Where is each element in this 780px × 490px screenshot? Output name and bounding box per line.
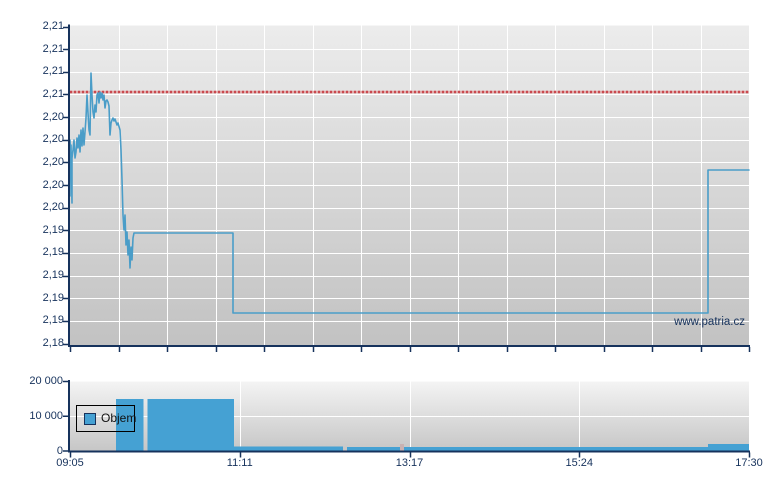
volume-bar: [708, 444, 749, 451]
price-y-axis-label: 2,19: [42, 314, 64, 327]
volume-y-axis-label: 0: [56, 444, 63, 457]
price-y-axis-label: 2,18: [42, 337, 64, 349]
volume-bar: [347, 447, 400, 451]
price-y-axis-label: 2,20: [42, 155, 64, 168]
x-axis-label: 11:11: [226, 457, 253, 469]
volume-bar: [234, 446, 343, 451]
price-y-axis-label: 2,21: [42, 42, 64, 55]
volume-y-axis-label: 10 000: [29, 409, 63, 422]
volume-legend: Objem: [76, 405, 137, 432]
price-y-axis-label: 2,19: [42, 246, 64, 259]
volume-bar: [400, 444, 404, 451]
volume-bar: [116, 399, 144, 451]
price-y-axis-label: 2,20: [42, 178, 64, 191]
price-y-axis-label: 2,20: [42, 110, 64, 123]
price-y-axis-label: 2,21: [42, 65, 64, 78]
legend-label: Objem: [101, 411, 137, 425]
price-line: [69, 72, 750, 314]
price-y-axis-label: 2,19: [42, 223, 64, 236]
price-y-axis-label: 2,19: [42, 291, 64, 304]
volume-y-axis-label: 20 000: [29, 375, 63, 387]
x-axis-label: 13:17: [395, 457, 424, 469]
price-y-axis-label: 2,20: [42, 133, 64, 146]
legend-volume-swatch-icon: [84, 413, 96, 425]
price-y-axis-label: 2,20: [42, 201, 64, 214]
volume-bar: [147, 399, 234, 451]
x-axis-label: 15:24: [565, 457, 594, 469]
x-axis-label: 17:30: [735, 457, 763, 469]
price-y-axis-label: 2,19: [42, 269, 64, 282]
x-axis-label: 09:05: [56, 457, 84, 469]
price-y-axis-label: 2,21: [42, 20, 64, 32]
watermark: www.patria.cz: [674, 316, 745, 328]
volume-bar: [404, 447, 708, 451]
price-y-axis-label: 2,21: [42, 87, 64, 100]
